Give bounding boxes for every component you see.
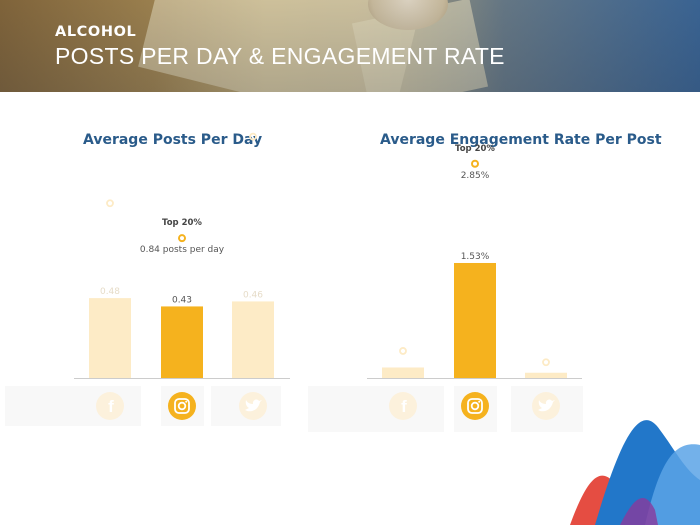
top20-value-label: 2.85% <box>461 171 490 181</box>
top20-marker-facebook <box>106 199 114 208</box>
bar-facebook <box>89 298 131 378</box>
top20-marker-facebook <box>399 347 407 355</box>
top20-label: Top 20% <box>455 144 495 154</box>
top20-marker-instagram <box>471 159 479 168</box>
bar-facebook <box>382 367 424 378</box>
category-title: ALCOHOL <box>55 24 137 40</box>
bar-twitter <box>232 301 274 378</box>
value-label-facebook: 0.48 <box>100 287 120 297</box>
value-label-instagram: 0.43 <box>172 295 192 305</box>
top20-marker-twitter <box>249 132 257 141</box>
top20-label: Top 20% <box>162 218 202 228</box>
header-banner: ALCOHOL POSTS PER DAY & ENGAGEMENT RATE <box>0 0 700 92</box>
decorative-mountain-shapes <box>570 420 700 525</box>
bar-twitter <box>525 372 567 378</box>
chart-title-engagement-rate: Average Engagement Rate Per Post <box>380 132 662 148</box>
icon-row-panel <box>308 386 444 432</box>
facebook-icon: f <box>389 392 417 420</box>
svg-text:f: f <box>401 397 407 416</box>
top20-marker-twitter <box>542 358 550 367</box>
chart-title-posts-per-day: Average Posts Per Day <box>83 132 263 148</box>
page-title: POSTS PER DAY & ENGAGEMENT RATE <box>55 43 505 69</box>
twitter-icon <box>532 392 560 420</box>
value-label-twitter: 0.46 <box>243 290 263 300</box>
value-label-instagram: 1.53% <box>461 252 490 262</box>
facebook-icon: f <box>96 392 124 420</box>
instagram-icon <box>168 392 196 420</box>
bar-instagram <box>454 262 496 378</box>
top20-marker-instagram <box>178 234 186 243</box>
twitter-icon <box>239 392 267 420</box>
instagram-icon <box>461 392 489 420</box>
svg-text:f: f <box>108 397 114 416</box>
top20-value-label: 0.84 posts per day <box>140 245 225 255</box>
bar-instagram <box>161 306 203 378</box>
